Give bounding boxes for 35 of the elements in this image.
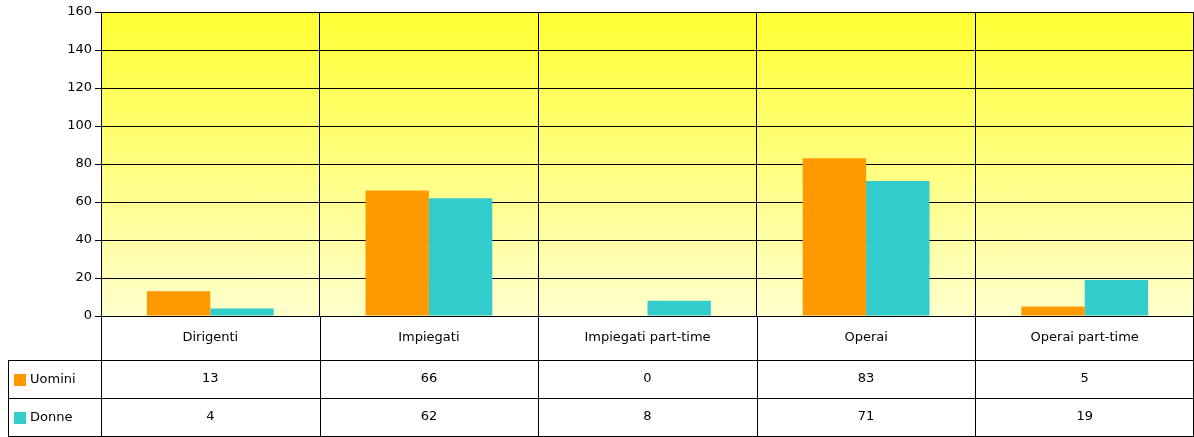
bar	[866, 181, 930, 316]
bar	[647, 300, 711, 316]
bar	[428, 198, 493, 316]
data-label: 8	[643, 408, 652, 424]
data-label: 66	[420, 370, 438, 386]
y-tick-label: 40	[75, 231, 92, 247]
x-tick-label: Operai part-time	[1030, 328, 1139, 344]
data-label: 13	[202, 370, 219, 386]
bar	[1021, 306, 1085, 316]
y-tick-label: 120	[67, 79, 92, 95]
data-label: 62	[420, 408, 438, 424]
y-tick-label: 20	[75, 269, 92, 285]
y-tick-label: 60	[75, 193, 92, 209]
data-label: 83	[857, 370, 875, 386]
data-label: 71	[857, 408, 875, 424]
x-tick-label: Operai	[844, 328, 888, 344]
y-tick-label: 0	[83, 307, 92, 323]
bar	[1084, 279, 1149, 316]
x-tick-label: Impiegati	[398, 328, 460, 344]
x-tick-label: Impiegati part-time	[584, 328, 711, 344]
y-tick-label: 160	[67, 3, 92, 19]
data-label: 19	[1076, 408, 1093, 424]
y-tick-label: 80	[75, 155, 92, 171]
data-label: 4	[206, 408, 215, 424]
x-tick-label: Dirigenti	[182, 328, 239, 344]
bar	[210, 308, 274, 316]
data-label: 5	[1080, 370, 1089, 386]
legend-label: Donne	[30, 409, 73, 425]
bar	[802, 158, 867, 316]
legend-label: Uomini	[30, 371, 76, 387]
bar	[146, 291, 211, 316]
bar	[365, 190, 429, 316]
data-label: 0	[643, 370, 652, 386]
y-tick-label: 100	[67, 117, 92, 133]
y-tick-label: 140	[67, 41, 92, 57]
